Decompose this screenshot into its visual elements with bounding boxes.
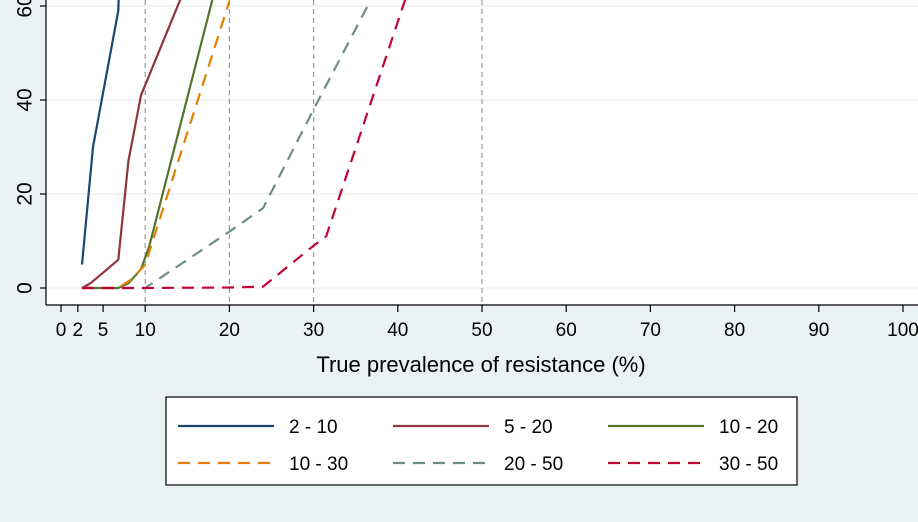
x-tick-label: 10 xyxy=(135,320,156,341)
x-tick-label: 90 xyxy=(808,320,829,341)
legend-label: 2 - 10 xyxy=(289,417,338,438)
legend-label: 10 - 30 xyxy=(289,454,348,475)
series-line-2 xyxy=(81,0,182,289)
x-tick-label: 0 xyxy=(56,320,67,341)
y-tick-label: 0 xyxy=(14,282,37,294)
legend-label: 20 - 50 xyxy=(504,454,563,475)
legend-label: 5 - 20 xyxy=(504,417,553,438)
y-tick-label: 60 xyxy=(14,0,37,18)
reference-lines xyxy=(144,0,483,305)
series-line-6 xyxy=(82,0,407,290)
legend-label: 30 - 50 xyxy=(719,454,778,475)
x-tick-label: 60 xyxy=(556,320,577,341)
x-tick-label: 50 xyxy=(471,320,492,341)
legend-label: 10 - 20 xyxy=(719,417,778,438)
x-tick-label: 100 xyxy=(887,320,918,341)
x-tick-label: 40 xyxy=(387,320,408,341)
x-axis-label: True prevalence of resistance (%) xyxy=(316,352,645,377)
x-tick-label: 70 xyxy=(640,320,661,341)
x-tick-label: 30 xyxy=(303,320,324,341)
legend: 2 - 10 5 - 20 10 - 20 10 - 30 20 - 50 30 - 50 xyxy=(178,417,778,475)
series-lines xyxy=(80,0,407,290)
y-tick-label: 40 xyxy=(14,88,37,111)
x-axis-ticks: 0 2 5 10 20 30 40 50 60 70 80 90 100 xyxy=(56,305,918,341)
x-tick-label: 20 xyxy=(219,320,240,341)
x-tick-label: 80 xyxy=(724,320,745,341)
x-tick-label: 5 xyxy=(98,320,109,341)
series-line-1 xyxy=(80,0,120,265)
x-tick-label: 2 xyxy=(73,320,84,341)
series-line-5 xyxy=(82,0,372,290)
legend-box xyxy=(165,396,798,486)
y-axis-ticks: 0 20 40 60 xyxy=(14,0,46,294)
y-tick-label: 20 xyxy=(14,182,37,205)
